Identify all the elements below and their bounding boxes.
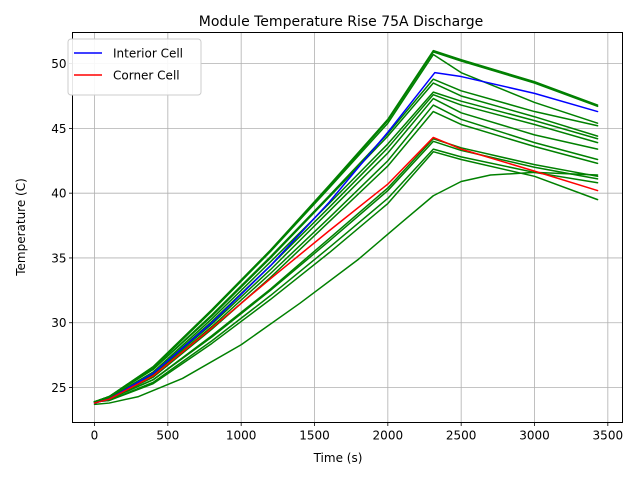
x-tick-label-0: 0	[91, 429, 99, 443]
y-tick-label-2: 35	[51, 251, 66, 265]
series-lines	[93, 49, 599, 406]
series-line-5	[93, 91, 599, 403]
series-line-4	[93, 82, 599, 403]
series-line-14	[93, 171, 599, 406]
legend-label-interior-cell: Interior Cell	[113, 47, 183, 61]
y-tick-label-0: 25	[51, 381, 66, 395]
x-tick-label-5: 2500	[446, 429, 477, 443]
y-tick-label-5: 50	[51, 57, 66, 71]
y-axis: 25 30 35 40 45 50	[51, 57, 73, 395]
y-tick-label-4: 45	[51, 122, 66, 136]
series-line-12	[93, 148, 599, 403]
grid-lines	[72, 32, 623, 423]
y-tick-label-3: 40	[51, 187, 66, 201]
series-line-9	[93, 110, 599, 403]
x-axis: 0 500 1000 1500 2000 2500 3000 3500	[91, 422, 624, 443]
legend: Interior Cell Corner Cell	[67, 38, 202, 96]
x-tick-label-2: 1000	[226, 429, 257, 443]
x-tick-label-3: 1500	[299, 429, 330, 443]
series-line-corner-cell	[93, 136, 599, 404]
chart-title: Module Temperature Rise 75A Discharge	[199, 14, 483, 30]
y-axis-label: Temperature (C)	[14, 178, 28, 277]
x-tick-label-6: 3000	[519, 429, 550, 443]
x-tick-label-7: 3500	[593, 429, 624, 443]
legend-label-corner-cell: Corner Cell	[113, 69, 180, 83]
plot-frame	[72, 32, 623, 423]
series-line-interior-cell	[93, 71, 599, 404]
y-tick-label-1: 30	[51, 316, 66, 330]
x-tick-label-4: 2000	[373, 429, 404, 443]
series-line-13	[93, 150, 599, 403]
x-tick-label-1: 500	[156, 429, 179, 443]
x-axis-label: Time (s)	[313, 451, 363, 465]
